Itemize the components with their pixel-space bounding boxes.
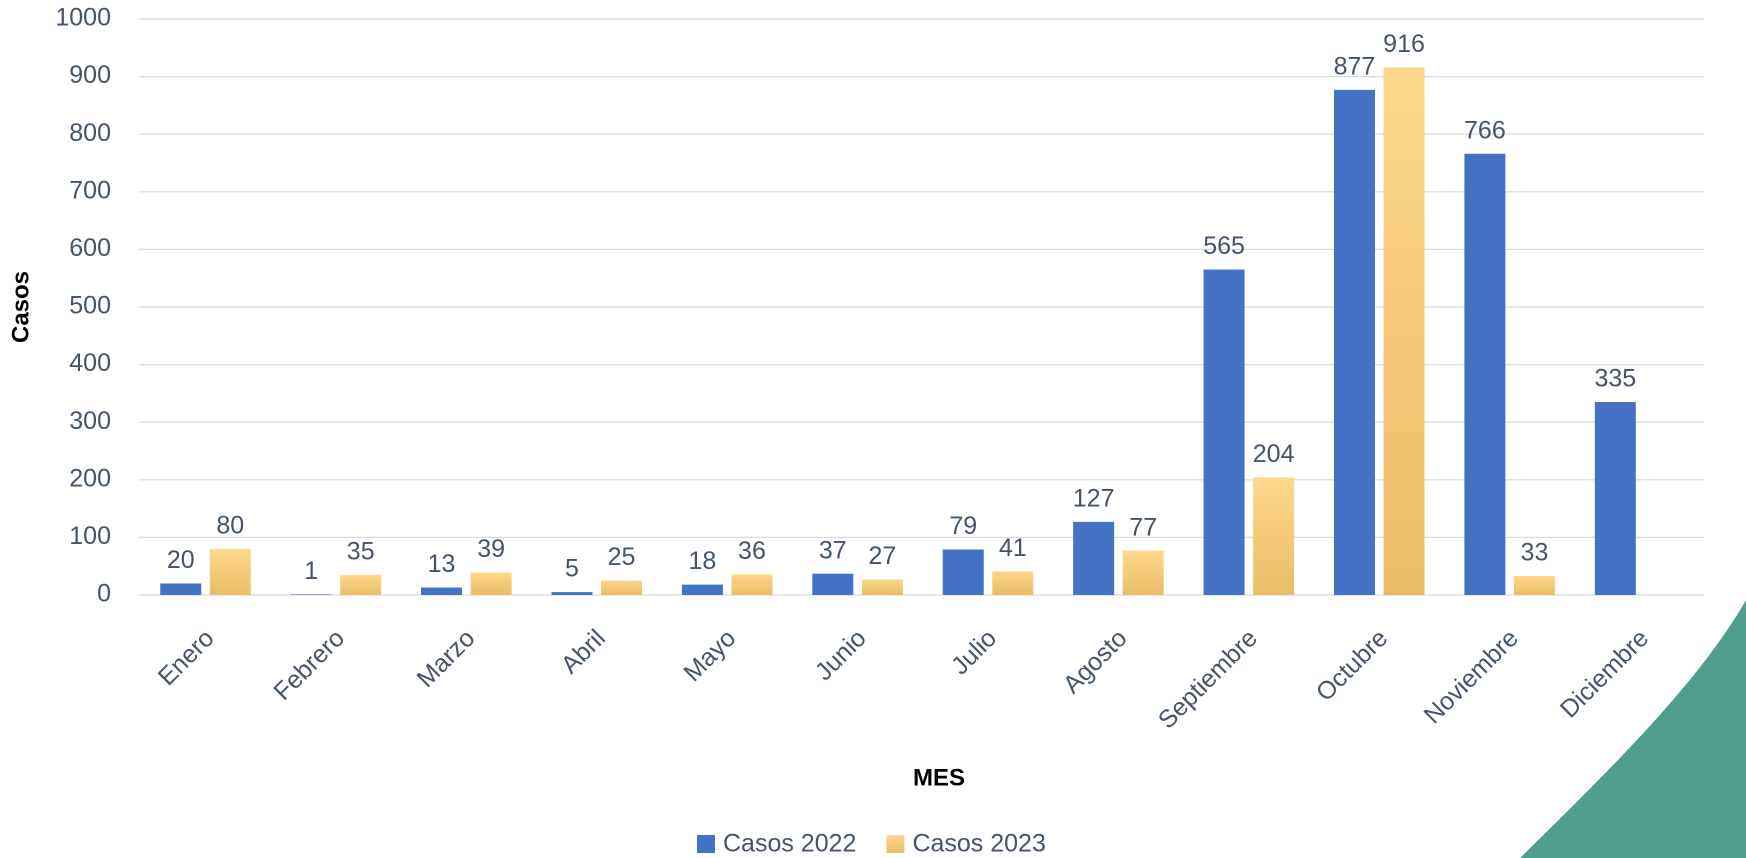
x-tick-label: Octubre	[1311, 624, 1394, 707]
y-tick-label: 300	[69, 407, 111, 435]
x-tick-label: Agosto	[1058, 624, 1133, 699]
y-tick-label: 900	[69, 61, 111, 89]
data-label: 35	[347, 537, 375, 565]
decoration	[1520, 600, 1746, 858]
legend-label: Casos 2023	[912, 830, 1045, 858]
x-tick-label: Julio	[946, 624, 1002, 680]
data-label: 39	[477, 535, 505, 563]
bar	[1253, 477, 1295, 595]
data-label: 27	[868, 542, 896, 570]
data-label: 335	[1594, 365, 1636, 393]
data-label: 33	[1521, 539, 1549, 567]
x-tick-label: Noviembre	[1419, 624, 1524, 729]
y-tick-label: 1000	[55, 4, 111, 32]
bar	[160, 583, 202, 595]
data-label: 41	[999, 534, 1027, 562]
data-label: 916	[1383, 30, 1425, 58]
data-label: 80	[216, 512, 244, 540]
data-label: 18	[688, 547, 716, 575]
bar	[861, 579, 903, 595]
y-tick-label: 100	[69, 522, 111, 550]
data-label: 877	[1334, 52, 1376, 80]
x-tick-label: Enero	[153, 624, 220, 691]
data-label: 25	[608, 543, 636, 571]
data-label: 13	[428, 550, 456, 578]
data-label: 766	[1464, 116, 1506, 144]
y-tick-label: 400	[69, 349, 111, 377]
bar	[1383, 67, 1425, 595]
data-label: 36	[738, 537, 766, 565]
bar	[812, 573, 854, 595]
bar	[1203, 269, 1245, 595]
y-axis-title: Casos	[7, 271, 34, 343]
bar	[942, 549, 984, 595]
bar	[992, 571, 1034, 595]
bar	[601, 580, 643, 595]
data-label: 565	[1203, 232, 1245, 260]
bar	[1122, 550, 1164, 595]
bar	[209, 548, 251, 595]
x-tick-label: Febrero	[268, 624, 350, 706]
bar	[340, 574, 382, 595]
legend-swatch	[886, 835, 905, 853]
x-axis-title: MES	[913, 764, 965, 791]
data-label: 5	[565, 555, 579, 583]
bar	[1333, 89, 1375, 596]
y-tick-label: 0	[97, 580, 111, 608]
y-tick-label: 700	[69, 176, 111, 204]
legend-label: Casos 2022	[723, 830, 856, 858]
y-tick-label: 200	[69, 464, 111, 492]
bar	[1073, 521, 1115, 595]
data-label: 20	[167, 546, 195, 574]
x-tick-label: Diciembre	[1555, 624, 1654, 723]
y-tick-label: 800	[69, 119, 111, 147]
data-label: 37	[819, 536, 847, 564]
data-label: 77	[1129, 513, 1157, 541]
bar	[290, 594, 332, 595]
bar	[1464, 153, 1506, 595]
bar	[681, 584, 723, 595]
legend-swatch	[697, 835, 715, 853]
x-tick-label: Mayo	[678, 624, 741, 687]
bar	[421, 587, 463, 595]
bar	[1594, 402, 1636, 595]
x-tick-label: Abril	[556, 624, 611, 679]
data-label: 1	[304, 557, 318, 585]
y-tick-label: 600	[69, 234, 111, 262]
x-tick-label: Marzo	[412, 624, 481, 693]
bar	[470, 572, 512, 595]
x-tick-label: Septiembre	[1153, 624, 1263, 734]
bar	[551, 592, 593, 595]
data-label: 79	[949, 512, 977, 540]
y-tick-label: 500	[69, 292, 111, 320]
bar	[1513, 575, 1555, 595]
bar	[731, 574, 773, 595]
data-label: 127	[1073, 484, 1115, 512]
x-tick-label: Junio	[810, 624, 872, 686]
data-label: 204	[1253, 440, 1295, 468]
